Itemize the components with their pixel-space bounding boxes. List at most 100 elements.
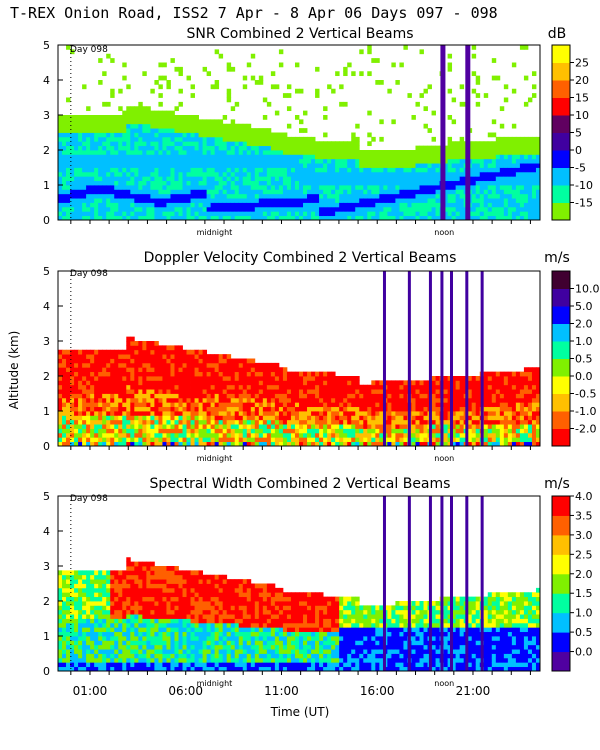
doppler-title: Doppler Velocity Combined 2 Vertical Bea… — [144, 250, 457, 266]
y-tick-label: 1 — [43, 405, 50, 418]
y-tick-label: 3 — [43, 109, 50, 122]
y-tick-label: 5 — [43, 39, 50, 52]
noon-label: noon — [434, 228, 454, 237]
noon-label: noon — [434, 454, 454, 463]
colorbar-tick-label: 0.5 — [575, 353, 593, 366]
colorbar-tick-label: 2.0 — [575, 568, 593, 581]
doppler-units: m/s — [544, 250, 570, 266]
colorbar-tick-label: -1.0 — [575, 405, 596, 418]
snr-title: SNR Combined 2 Vertical Beams — [186, 26, 413, 42]
colorbar-swatch — [552, 167, 570, 186]
colorbar-swatch — [552, 612, 570, 633]
colorbar-tick-label: 2.5 — [575, 548, 593, 561]
colorbar-tick-label: 25 — [575, 57, 589, 70]
snr-day-marker: Day 098 — [70, 45, 108, 55]
y-tick-label: 4 — [43, 525, 50, 538]
y-tick-label: 2 — [43, 595, 50, 608]
colorbar-tick-label: 5 — [575, 127, 582, 140]
colorbar-swatch — [552, 554, 570, 575]
colorbar-swatch — [552, 115, 570, 133]
colorbar-swatch — [552, 428, 570, 447]
colorbar-tick-label: 0.0 — [575, 370, 593, 383]
colorbar-swatch — [552, 97, 570, 116]
colorbar-swatch — [552, 411, 570, 429]
x-tick-label: 21:00 — [456, 684, 491, 698]
colorbar-tick-label: 1.0 — [575, 335, 593, 348]
width-day-marker: Day 098 — [70, 494, 108, 504]
colorbar-swatch — [552, 271, 570, 289]
x-tick-label: 11:00 — [264, 684, 299, 698]
colorbar-swatch — [552, 306, 570, 324]
midnight-label: midnight — [197, 228, 233, 237]
noon-label: noon — [434, 679, 454, 688]
colorbar-tick-label: 5.0 — [575, 300, 593, 313]
colorbar-swatch — [552, 515, 570, 536]
x-axis-label: Time (UT) — [270, 705, 330, 719]
width-panel: Spectral Width Combined 2 Vertical Beams… — [43, 476, 593, 688]
colorbar-swatch — [552, 632, 570, 653]
colorbar-swatch — [552, 150, 570, 168]
colorbar-tick-label: -15 — [575, 197, 593, 210]
midnight-label: midnight — [197, 454, 233, 463]
colorbar-swatch — [552, 80, 570, 98]
y-tick-label: 4 — [43, 74, 50, 87]
colorbar-tick-label: 10 — [575, 109, 589, 122]
colorbar-swatch — [552, 593, 570, 614]
width-units: m/s — [544, 476, 570, 492]
colorbar-swatch — [552, 202, 570, 221]
y-tick-label: 5 — [43, 490, 50, 503]
y-tick-label: 0 — [43, 665, 50, 678]
x-tick-label: 01:00 — [73, 684, 108, 698]
colorbar-swatch — [552, 376, 570, 394]
colorbar-swatch — [552, 496, 570, 516]
colorbar-tick-label: 1.0 — [575, 607, 593, 620]
doppler-panel: Doppler Velocity Combined 2 Vertical Bea… — [43, 250, 600, 463]
x-tick-label: 16:00 — [360, 684, 395, 698]
y-tick-label: 3 — [43, 335, 50, 348]
colorbar-swatch — [552, 288, 570, 307]
snr-panel: SNR Combined 2 Vertical Beams dB Day 098… — [43, 26, 593, 237]
snr-heatmap — [58, 45, 541, 221]
snr-units: dB — [548, 26, 567, 42]
colorbar-swatch — [552, 341, 570, 359]
colorbar-swatch — [552, 62, 570, 81]
figure-header: T-REX Onion Road, ISS2 7 Apr - 8 Apr 06 … — [10, 4, 498, 22]
y-tick-label: 4 — [43, 300, 50, 313]
colorbar-swatch — [552, 358, 570, 377]
colorbar-swatch — [552, 534, 570, 555]
y-tick-label: 0 — [43, 440, 50, 453]
colorbar-swatch — [552, 393, 570, 412]
colorbar-tick-label: 20 — [575, 74, 589, 87]
colorbar-tick-label: 2.0 — [575, 318, 593, 331]
colorbar-swatch — [552, 45, 570, 63]
y-tick-label: 5 — [43, 265, 50, 278]
colorbar-tick-label: 1.5 — [575, 587, 593, 600]
colorbar-swatch — [552, 185, 570, 203]
colorbar-swatch — [552, 573, 570, 594]
y-tick-label: 1 — [43, 179, 50, 192]
y-tick-label: 1 — [43, 630, 50, 643]
colorbar-tick-label: 3.5 — [575, 509, 593, 522]
midnight-label: midnight — [197, 679, 233, 688]
colorbar-tick-label: 15 — [575, 92, 589, 105]
y-tick-label: 0 — [43, 214, 50, 227]
width-heatmap — [58, 496, 541, 672]
colorbar-tick-label: 3.0 — [575, 529, 593, 542]
colorbar-tick-label: 0 — [575, 144, 582, 157]
colorbar-tick-label: 0.0 — [575, 646, 593, 659]
doppler-day-marker: Day 098 — [70, 269, 108, 279]
colorbar-swatch — [552, 323, 570, 342]
colorbar-swatch — [552, 651, 570, 672]
colorbar-tick-label: 0.5 — [575, 626, 593, 639]
y-tick-label: 3 — [43, 560, 50, 573]
colorbar-tick-label: 4.0 — [575, 490, 593, 503]
y-axis-label: Altitude (km) — [7, 331, 21, 410]
x-tick-label: 06:00 — [168, 684, 203, 698]
width-title: Spectral Width Combined 2 Vertical Beams — [150, 476, 451, 492]
colorbar-tick-label: -5 — [575, 162, 586, 175]
colorbar-tick-label: -10 — [575, 179, 593, 192]
colorbar-swatch — [552, 132, 570, 151]
colorbar-tick-label: -2.0 — [575, 423, 596, 436]
doppler-heatmap — [58, 271, 541, 447]
